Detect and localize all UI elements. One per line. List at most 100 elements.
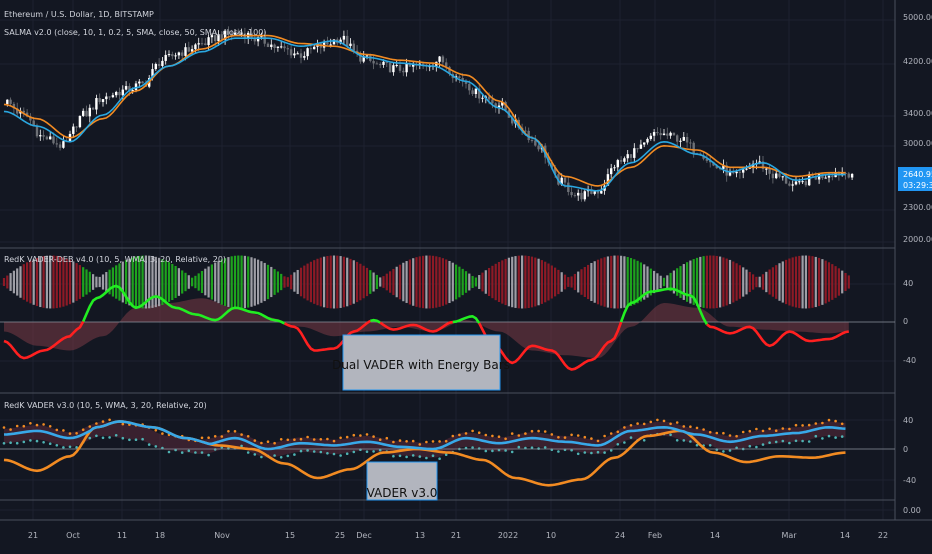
- candle-body: [329, 44, 332, 46]
- vader-v3-marker: [675, 421, 679, 424]
- energy-bar: [778, 263, 781, 301]
- energy-bar: [676, 268, 679, 296]
- vader-v3-marker: [365, 433, 369, 436]
- candle-body: [39, 135, 42, 137]
- energy-bar: [402, 262, 405, 302]
- vader-v3-marker: [134, 438, 138, 442]
- vader-v3-marker: [345, 452, 349, 456]
- energy-bar: [748, 271, 751, 293]
- energy-bar: [507, 257, 510, 307]
- vader-v3-marker: [372, 450, 375, 453]
- energy-bar: [72, 261, 75, 303]
- energy-bar: [722, 257, 725, 307]
- pane2-title[interactable]: RedK VADER-DEB v4.0 (10, 5, WMA, 3, 20, …: [4, 255, 226, 264]
- symbol-title[interactable]: Ethereum / U.S. Dollar, 1D, BITSTAMP: [4, 10, 154, 19]
- price-tick: 3400.00: [903, 109, 932, 118]
- candle-body: [62, 141, 65, 148]
- energy-bar: [540, 260, 543, 304]
- annotation-box-dual-vader[interactable]: [342, 334, 501, 391]
- energy-bar: [177, 268, 180, 296]
- price-tick: 2000.00: [903, 235, 932, 244]
- energy-bar: [785, 259, 788, 305]
- energy-bar: [412, 258, 415, 306]
- vader-v3-marker: [576, 452, 580, 456]
- vader-v3-marker: [81, 428, 85, 432]
- energy-bar: [699, 256, 702, 308]
- candle-body: [253, 38, 256, 42]
- candle-body: [560, 177, 563, 185]
- energy-bar: [144, 255, 147, 309]
- time-label: 11: [117, 531, 127, 540]
- vader-v3-marker: [484, 449, 488, 453]
- candle-body: [128, 86, 131, 92]
- energy-bar: [115, 265, 118, 299]
- energy-bar: [240, 255, 243, 309]
- candle-body: [464, 80, 468, 84]
- vader-v3-marker: [814, 422, 818, 425]
- energy-bar: [791, 257, 794, 307]
- candle-body: [709, 160, 712, 163]
- vader-v3-marker: [458, 433, 461, 437]
- annotation-box-vader-v3[interactable]: [366, 461, 438, 501]
- vader-v3-marker: [425, 456, 428, 460]
- energy-bar: [356, 261, 359, 303]
- energy-bar: [821, 259, 824, 305]
- energy-bar: [725, 258, 728, 306]
- vader-deb-pane[interactable]: Dual VADER with Energy Bars: [0, 255, 895, 391]
- energy-bar: [511, 256, 514, 308]
- candle-body: [616, 160, 619, 168]
- vader-v3-marker: [35, 423, 39, 427]
- candle-body: [35, 125, 39, 137]
- time-axis[interactable]: 21 Oct 11 18 Nov 15 25 Dec 13 21 2022 10 24 Feb 14 Mar 1…: [28, 531, 888, 540]
- candle-body: [534, 140, 537, 146]
- salma-title[interactable]: SALMA v2.0 (close, 10, 1, 0.2, 5, SMA, c…: [4, 28, 266, 37]
- price-tick: 5000.00: [903, 13, 932, 22]
- energy-bar: [577, 271, 580, 293]
- candle-body: [613, 167, 616, 169]
- energy-bar: [372, 272, 375, 292]
- energy-bar: [273, 269, 276, 295]
- energy-bar: [606, 256, 609, 308]
- vader-v3-marker: [194, 451, 197, 454]
- energy-bar: [794, 256, 798, 308]
- candle-body: [481, 97, 484, 99]
- candle-body: [332, 39, 336, 45]
- price-tick: 4200.00: [903, 57, 932, 66]
- energy-bar: [811, 256, 814, 308]
- price-axis[interactable]: 5000.00 4200.00 3400.00 3000.00 2300.00 …: [898, 13, 932, 244]
- energy-bar: [458, 266, 461, 298]
- pane3-title[interactable]: RedK VADER v3.0 (10, 5, WMA, 3, 20, Rela…: [4, 401, 207, 410]
- vader-v3-marker: [48, 425, 52, 428]
- candle-body: [303, 56, 306, 58]
- vader-v3-marker: [807, 440, 811, 443]
- pane4-axis[interactable]: 0.00: [903, 506, 921, 515]
- energy-bar: [359, 263, 362, 301]
- vader-v3-marker: [68, 432, 72, 435]
- energy-bar: [369, 270, 372, 294]
- price-pane[interactable]: [3, 26, 854, 202]
- candle-body: [712, 162, 715, 166]
- energy-bar: [702, 256, 705, 308]
- vader-v3-marker: [332, 452, 336, 456]
- candle-body: [157, 64, 161, 66]
- vader-v3-marker: [669, 433, 672, 437]
- energy-bar: [742, 267, 745, 297]
- vader-v3-marker: [656, 418, 659, 422]
- candle-body: [666, 133, 669, 136]
- pane2-axis[interactable]: 40 0 -40: [903, 279, 916, 365]
- candle-body: [676, 135, 679, 142]
- candle-body: [227, 30, 230, 35]
- vader-v3-marker: [9, 428, 12, 431]
- vader-v3-pane[interactable]: VADER v3.0: [0, 418, 895, 501]
- time-label: Feb: [648, 531, 662, 540]
- candle-body: [702, 155, 705, 159]
- vader-v3-marker: [682, 425, 686, 428]
- vader-v3-marker: [405, 440, 408, 443]
- annotation-vader-v3: VADER v3.0: [367, 486, 438, 500]
- candle-body: [171, 54, 174, 57]
- pane3-tick: 40: [903, 416, 913, 425]
- energy-bar: [804, 255, 807, 309]
- pane3-axis[interactable]: 40 0 -40: [903, 416, 916, 485]
